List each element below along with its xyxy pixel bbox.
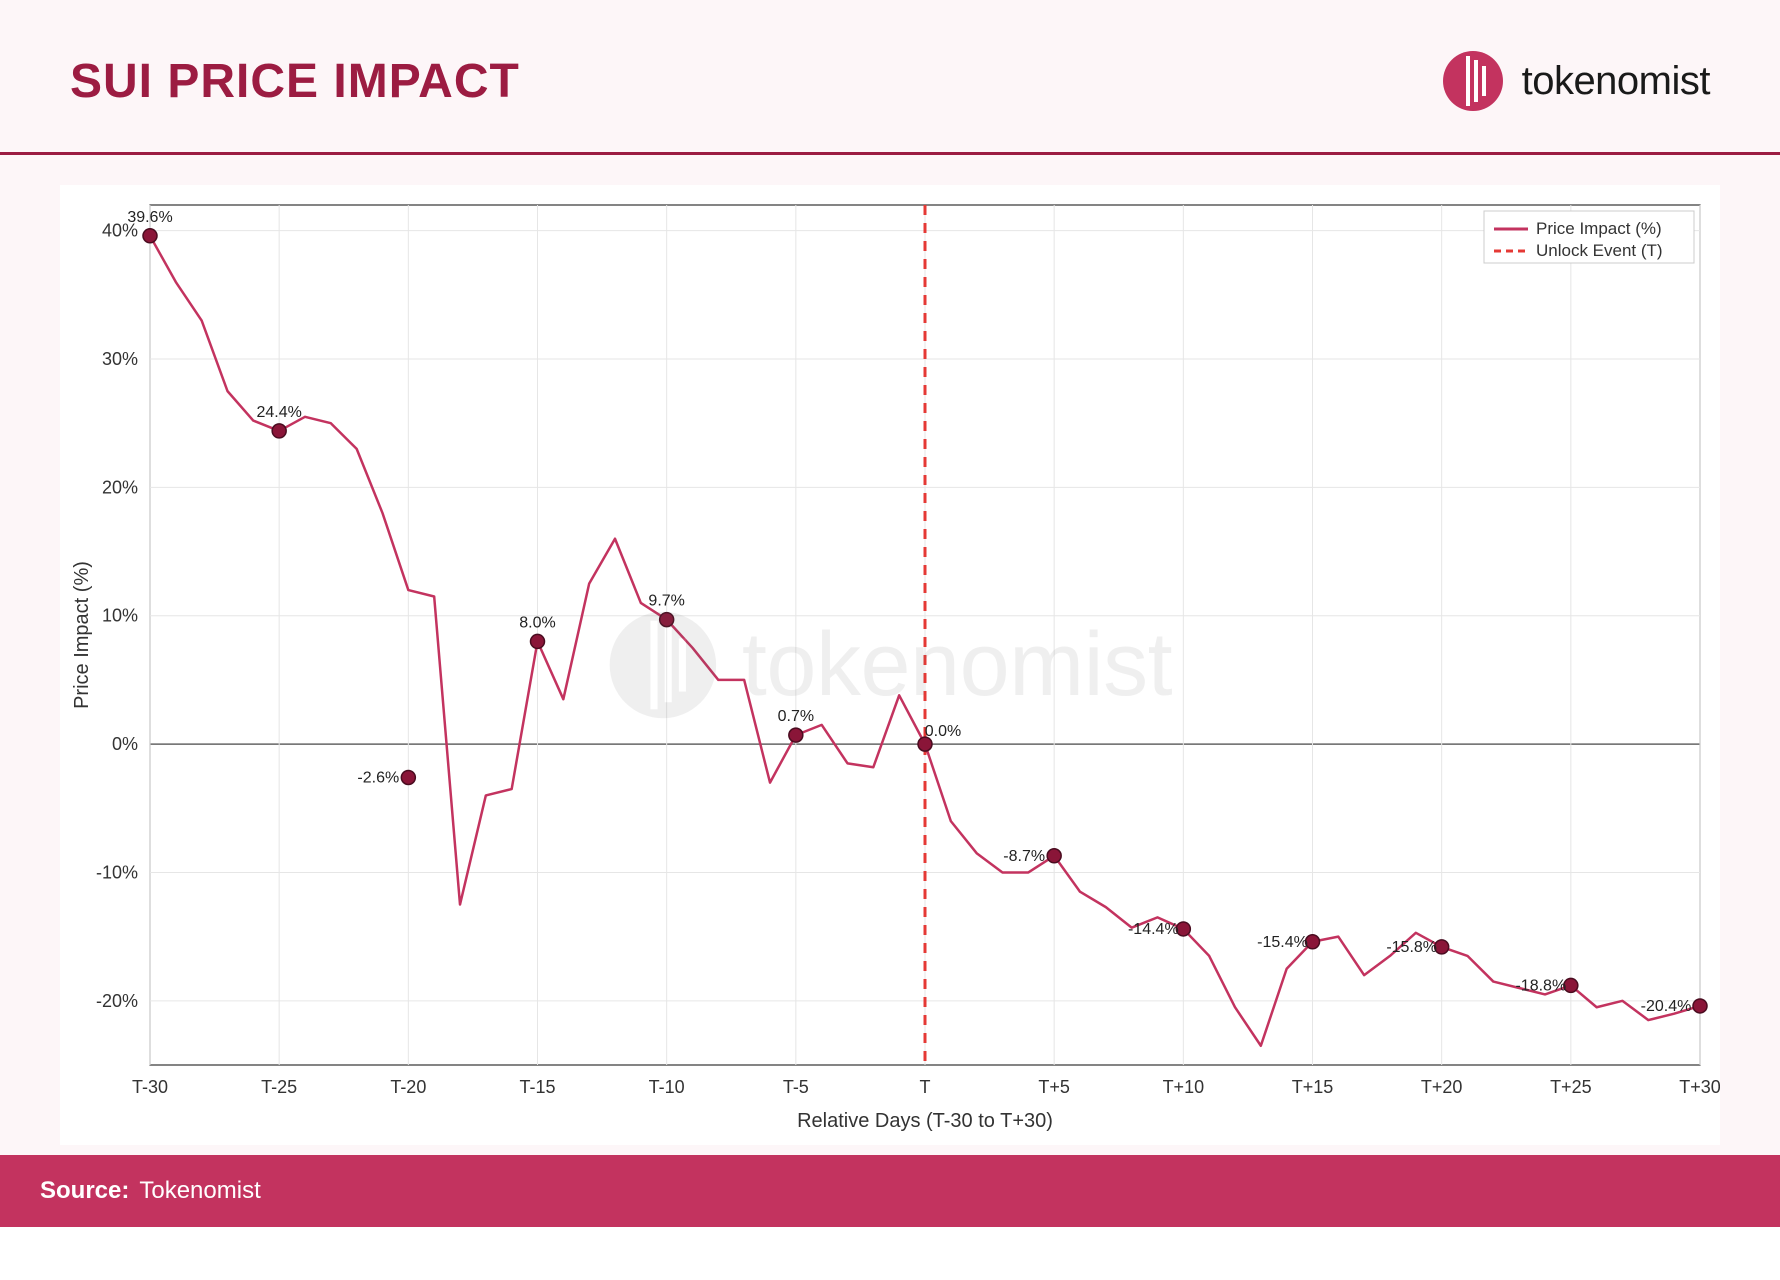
svg-text:9.7%: 9.7% [648, 593, 684, 610]
svg-text:T+30: T+30 [1679, 1077, 1720, 1097]
svg-text:Relative Days (T-30 to T+30): Relative Days (T-30 to T+30) [797, 1110, 1053, 1132]
svg-text:0.7%: 0.7% [778, 708, 814, 725]
svg-text:-10%: -10% [96, 862, 138, 882]
svg-text:30%: 30% [102, 349, 138, 369]
svg-text:T: T [920, 1077, 931, 1097]
svg-text:-20.4%: -20.4% [1641, 998, 1692, 1015]
footer-label: Source: [40, 1177, 129, 1205]
footer: Source: Tokenomist [0, 1155, 1780, 1227]
svg-text:10%: 10% [102, 606, 138, 626]
svg-text:T-5: T-5 [783, 1077, 809, 1097]
svg-text:T-25: T-25 [261, 1077, 297, 1097]
svg-text:8.0%: 8.0% [519, 614, 555, 631]
footer-source: Tokenomist [139, 1177, 260, 1205]
brand: tokenomist [1442, 50, 1710, 112]
chart-container: tokenomist -20%-10%0%10%20%30%40%T-30T-2… [0, 155, 1780, 1155]
svg-text:T+5: T+5 [1038, 1077, 1070, 1097]
svg-text:-15.8%: -15.8% [1386, 939, 1437, 956]
svg-text:T+15: T+15 [1292, 1077, 1334, 1097]
svg-text:39.6%: 39.6% [127, 209, 172, 226]
svg-text:T-20: T-20 [390, 1077, 426, 1097]
brand-text: tokenomist [1522, 59, 1710, 104]
svg-text:0.0%: 0.0% [925, 723, 961, 740]
header: SUI PRICE IMPACT tokenomist [0, 0, 1780, 152]
svg-text:-15.4%: -15.4% [1257, 934, 1308, 951]
svg-text:-14.4%: -14.4% [1128, 921, 1179, 938]
svg-text:T-10: T-10 [649, 1077, 685, 1097]
svg-text:-2.6%: -2.6% [357, 769, 399, 786]
svg-text:24.4%: 24.4% [256, 404, 301, 421]
brand-logo-icon [1442, 50, 1504, 112]
svg-text:T+10: T+10 [1163, 1077, 1205, 1097]
svg-text:Price Impact (%): Price Impact (%) [71, 561, 93, 709]
svg-text:T+25: T+25 [1550, 1077, 1592, 1097]
price-impact-chart: -20%-10%0%10%20%30%40%T-30T-25T-20T-15T-… [60, 185, 1720, 1145]
svg-text:T-30: T-30 [132, 1077, 168, 1097]
svg-text:0%: 0% [112, 734, 138, 754]
svg-text:-8.7%: -8.7% [1003, 848, 1045, 865]
svg-text:T+20: T+20 [1421, 1077, 1463, 1097]
svg-text:T-15: T-15 [519, 1077, 555, 1097]
page-title: SUI PRICE IMPACT [70, 54, 520, 109]
svg-text:Price Impact (%): Price Impact (%) [1536, 219, 1662, 238]
svg-text:-18.8%: -18.8% [1515, 977, 1566, 994]
chart-box: tokenomist -20%-10%0%10%20%30%40%T-30T-2… [60, 185, 1720, 1145]
svg-text:20%: 20% [102, 477, 138, 497]
svg-text:Unlock Event (T): Unlock Event (T) [1536, 241, 1663, 260]
svg-text:-20%: -20% [96, 991, 138, 1011]
